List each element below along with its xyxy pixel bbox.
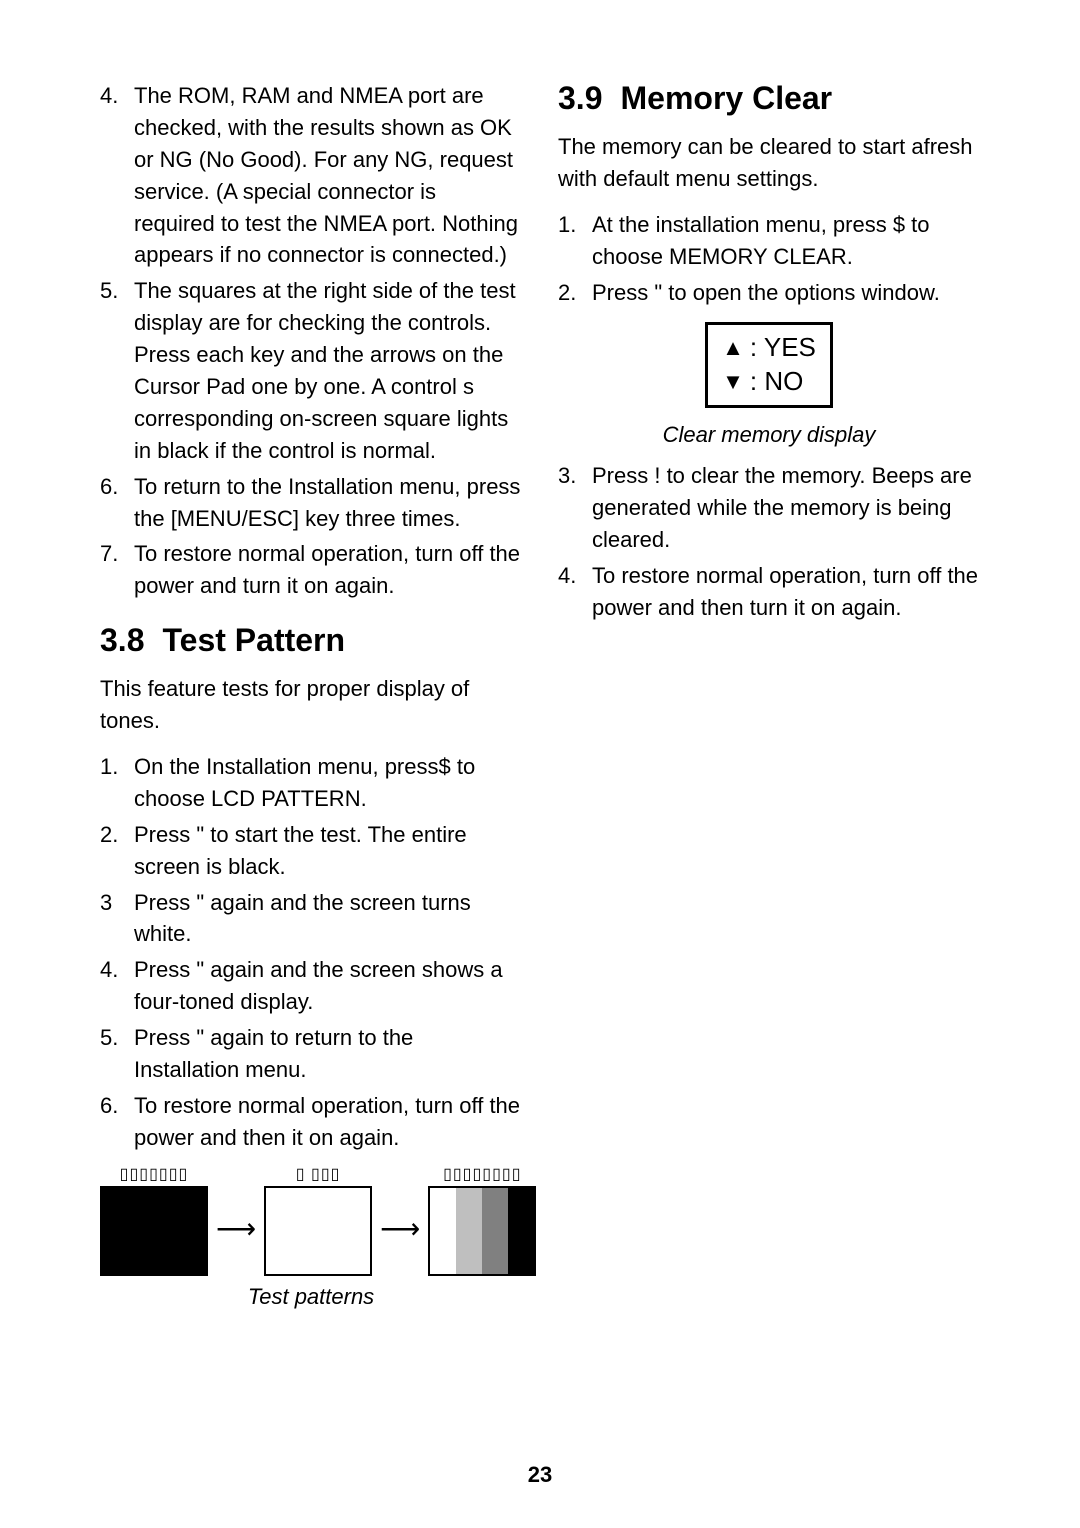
list-item: 6.To restore normal operation, turn off … <box>100 1090 522 1154</box>
triangle-up-icon: ▲ <box>722 334 744 363</box>
list-item: 4.The ROM, RAM and NMEA port are checked… <box>100 80 522 271</box>
section-title: Test Pattern <box>162 622 345 658</box>
list-item: 2.Press " to open the options window. <box>558 277 980 309</box>
clear-no-label: : NO <box>750 365 803 399</box>
list-text: To restore normal operation, turn off th… <box>134 538 522 602</box>
tone-stripe <box>482 1188 508 1274</box>
list-num: 1. <box>558 209 592 273</box>
list-continued-37: 4.The ROM, RAM and NMEA port are checked… <box>100 80 522 602</box>
list-num: 2. <box>558 277 592 309</box>
clear-memory-box: ▲ : YES ▼ : NO Clear memory display <box>558 322 980 448</box>
clear-no-row: ▼ : NO <box>722 365 816 399</box>
list-text: Press " to open the options window. <box>592 277 980 309</box>
list-num: 1. <box>100 751 134 815</box>
list-item: 3Press " again and the screen turns whit… <box>100 887 522 951</box>
list-item: 1.On the Installation menu, press$ to ch… <box>100 751 522 815</box>
list-item: 4.To restore normal operation, turn off … <box>558 560 980 624</box>
list-item: 5.Press " again to return to the Install… <box>100 1022 522 1086</box>
section-39-intro: The memory can be cleared to start afres… <box>558 131 980 195</box>
arrow-right-icon: ⟶ <box>216 1197 256 1243</box>
right-column: 3.9 Memory Clear The memory can be cleare… <box>558 80 980 1310</box>
four-tone-box-icon <box>428 1186 536 1276</box>
list-text: To restore normal operation, turn off th… <box>592 560 980 624</box>
pattern-label: ▯▯▯▯▯▯▯ <box>120 1164 189 1182</box>
section-38-intro: This feature tests for proper display of… <box>100 673 522 737</box>
list-num: 4. <box>558 560 592 624</box>
list-text: On the Installation menu, press$ to choo… <box>134 751 522 815</box>
list-text: To restore normal operation, turn off th… <box>134 1090 522 1154</box>
pattern-four-tone: ▯▯▯▯▯▯▯▯ <box>428 1164 536 1276</box>
list-num: 3. <box>558 460 592 556</box>
list-num: 3 <box>100 887 134 951</box>
white-box-icon <box>264 1186 372 1276</box>
arrow-right-icon: ⟶ <box>380 1197 420 1243</box>
list-text: The squares at the right side of the tes… <box>134 275 522 466</box>
list-num: 5. <box>100 275 134 466</box>
list-item: 5.The squares at the right side of the t… <box>100 275 522 466</box>
list-39b: 3.Press ! to clear the memory. Beeps are… <box>558 460 980 623</box>
list-text: Press " again and the screen shows a fou… <box>134 954 522 1018</box>
test-patterns-row: ▯▯▯▯▯▯▯ ⟶ ▯ ▯▯▯ ⟶ ▯▯▯▯▯▯▯▯ <box>100 1164 522 1276</box>
patterns-caption: Test patterns <box>100 1284 522 1310</box>
section-title: Memory Clear <box>620 80 832 116</box>
list-text: At the installation menu, press $ to cho… <box>592 209 980 273</box>
black-box-icon <box>100 1186 208 1276</box>
clear-yes-label: : YES <box>750 331 816 365</box>
section-number: 3.8 <box>100 622 144 659</box>
list-text: Press ! to clear the memory. Beeps are g… <box>592 460 980 556</box>
list-item: 6.To return to the Installation menu, pr… <box>100 471 522 535</box>
section-heading-38: 3.8 Test Pattern <box>100 622 522 659</box>
list-text: Press " again and the screen turns white… <box>134 887 522 951</box>
clear-caption: Clear memory display <box>663 422 876 448</box>
pattern-white: ▯ ▯▯▯ <box>264 1164 372 1276</box>
list-text: The ROM, RAM and NMEA port are checked, … <box>134 80 522 271</box>
tone-stripe <box>430 1188 456 1274</box>
list-item: 4.Press " again and the screen shows a f… <box>100 954 522 1018</box>
list-num: 6. <box>100 1090 134 1154</box>
list-item: 2.Press " to start the test. The entire … <box>100 819 522 883</box>
list-num: 6. <box>100 471 134 535</box>
clear-yes-row: ▲ : YES <box>722 331 816 365</box>
pattern-black: ▯▯▯▯▯▯▯ <box>100 1164 208 1276</box>
list-num: 5. <box>100 1022 134 1086</box>
pattern-label: ▯▯▯▯▯▯▯▯ <box>443 1164 521 1182</box>
list-num: 7. <box>100 538 134 602</box>
tone-stripe <box>508 1188 534 1274</box>
list-39a: 1.At the installation menu, press $ to c… <box>558 209 980 309</box>
section-heading-39: 3.9 Memory Clear <box>558 80 980 117</box>
pattern-label: ▯ ▯▯▯ <box>296 1164 341 1182</box>
left-column: 4.The ROM, RAM and NMEA port are checked… <box>100 80 522 1310</box>
tone-stripe <box>456 1188 482 1274</box>
list-num: 4. <box>100 954 134 1018</box>
list-text: To return to the Installation menu, pres… <box>134 471 522 535</box>
list-item: 1.At the installation menu, press $ to c… <box>558 209 980 273</box>
list-num: 4. <box>100 80 134 271</box>
page-number: 23 <box>0 1462 1080 1488</box>
two-column-layout: 4.The ROM, RAM and NMEA port are checked… <box>100 80 980 1310</box>
list-item: 3.Press ! to clear the memory. Beeps are… <box>558 460 980 556</box>
list-38: 1.On the Installation menu, press$ to ch… <box>100 751 522 1154</box>
section-number: 3.9 <box>558 80 602 117</box>
triangle-down-icon: ▼ <box>722 368 744 397</box>
list-text: Press " to start the test. The entire sc… <box>134 819 522 883</box>
list-item: 7.To restore normal operation, turn off … <box>100 538 522 602</box>
list-text: Press " again to return to the Installat… <box>134 1022 522 1086</box>
clear-memory-display: ▲ : YES ▼ : NO <box>705 322 833 408</box>
list-num: 2. <box>100 819 134 883</box>
